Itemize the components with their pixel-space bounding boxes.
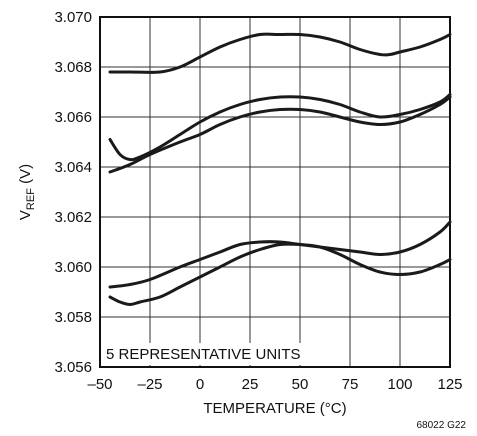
y-axis-title-main: V	[17, 210, 34, 220]
x-tick-labels: –50 –25 0 25 50 75 100 125	[87, 376, 462, 393]
x-tick-label: –50	[87, 376, 112, 393]
series-line-3	[108, 95, 452, 174]
y-tick-label: 3.056	[54, 359, 92, 376]
x-tick-label: 0	[196, 376, 204, 393]
y-tick-label: 3.064	[54, 159, 92, 176]
x-tick-label: 75	[342, 376, 359, 393]
grid	[100, 17, 450, 367]
y-tick-label: 3.068	[54, 59, 92, 76]
x-tick-label: 50	[292, 376, 309, 393]
y-axis-title-subscript: REF	[25, 188, 37, 210]
x-tick-label: 100	[387, 376, 412, 393]
x-tick-label: –25	[137, 376, 162, 393]
y-tick-label: 3.058	[54, 309, 92, 326]
y-tick-label: 3.070	[54, 9, 92, 26]
series-line-1	[108, 32, 452, 74]
plot-frame	[99, 16, 451, 368]
x-tick-label: 25	[242, 376, 259, 393]
annotation-background	[102, 343, 308, 365]
x-tick-label: 125	[437, 376, 462, 393]
figure-id: 68022 G22	[417, 420, 467, 431]
y-tick-label: 3.062	[54, 209, 92, 226]
y-tick-label: 3.066	[54, 109, 92, 126]
series-line-2	[108, 93, 452, 162]
x-axis-title: TEMPERATURE (°C)	[203, 400, 346, 417]
y-tick-label: 3.060	[54, 259, 92, 276]
y-tick-labels: 3.056 3.058 3.060 3.062 3.064 3.066 3.068 3.070	[54, 9, 92, 376]
y-axis-title-unit: (V)	[17, 164, 34, 188]
y-axis-title: VREF (V)	[17, 164, 37, 220]
series-line-4	[108, 220, 452, 289]
annotation-label: 5 REPRESENTATIVE UNITS	[106, 346, 300, 363]
series-lines	[108, 32, 452, 306]
series-line-5	[108, 242, 452, 306]
